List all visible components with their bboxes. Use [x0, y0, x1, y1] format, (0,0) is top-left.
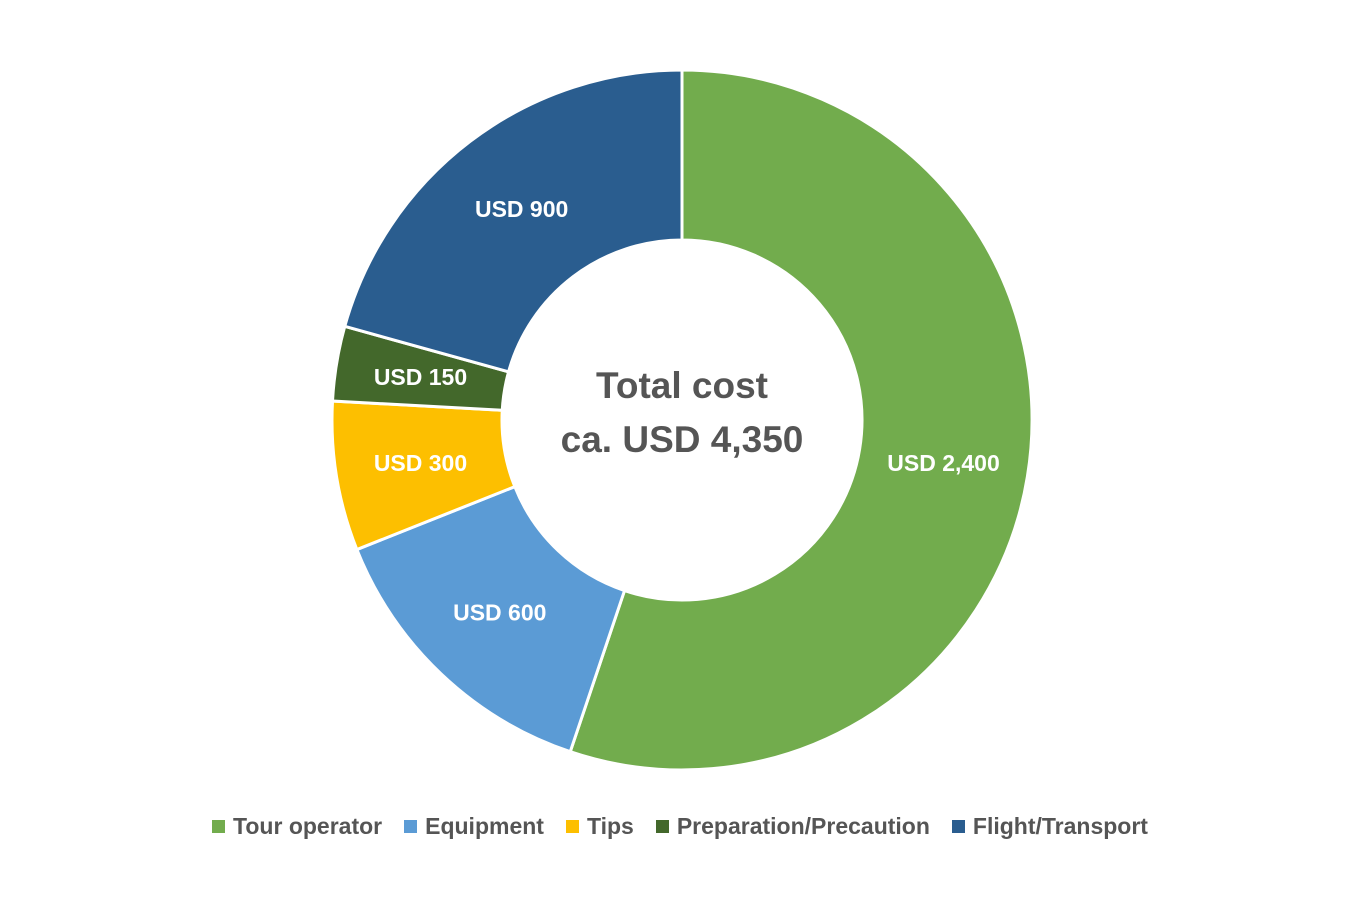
- legend-item-equipment: Equipment: [404, 813, 544, 840]
- legend: Tour operator Equipment Tips Preparation/Pr…: [0, 806, 1360, 846]
- data-label-equipment: USD 600: [453, 599, 546, 625]
- legend-swatch: [212, 819, 226, 833]
- legend-label: Tour operator: [233, 812, 383, 839]
- legend-swatch: [951, 819, 965, 833]
- slice-equipment: [354, 484, 627, 754]
- legend-item-tips: Tips: [565, 812, 634, 840]
- legend-swatch: [655, 819, 669, 833]
- data-label-flight-transport: USD 900: [475, 196, 568, 222]
- data-label-tips: USD 300: [374, 450, 467, 476]
- slices-group: [330, 68, 1034, 772]
- legend-item-flight-transport: Flight/Transport: [951, 812, 1148, 840]
- data-labels-group: USD 2,400 USD 600 USD 300 USD 150 USD 900: [374, 196, 1000, 625]
- data-label-preparation-precaution: USD 150: [374, 364, 467, 390]
- slice-flight-transport: [342, 68, 684, 374]
- legend-item-preparation-precaution: Preparation/Precaution: [655, 812, 930, 840]
- legend-label: Preparation/Precaution: [676, 812, 930, 839]
- center-label-line-1: Total cost: [596, 365, 768, 406]
- center-label-line-2: ca. USD 4,350: [561, 419, 804, 460]
- legend-label: Tips: [586, 812, 634, 839]
- legend-swatch: [404, 819, 418, 833]
- legend-swatch: [565, 819, 579, 833]
- slice-tour-operator: [568, 68, 1034, 772]
- data-label-tour-operator: USD 2,400: [887, 450, 1000, 476]
- legend-item-tour-operator: Tour operator: [212, 813, 382, 840]
- legend-label: Equipment: [425, 812, 544, 839]
- legend-label: Flight/Transport: [972, 812, 1148, 839]
